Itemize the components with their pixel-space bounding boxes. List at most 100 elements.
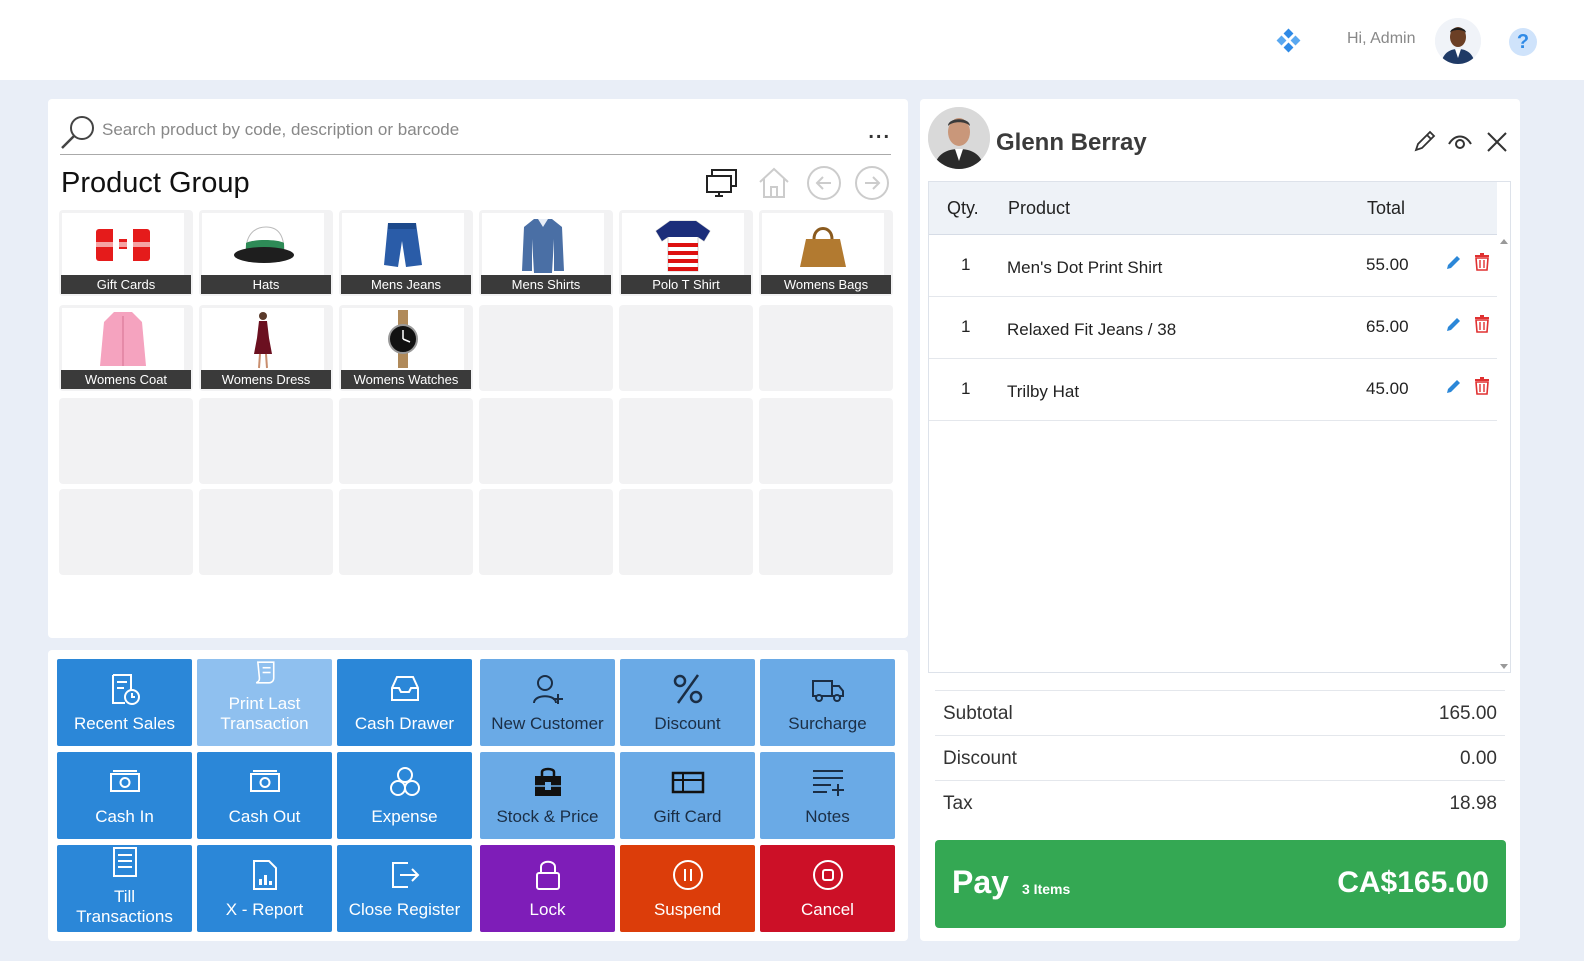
admin-avatar[interactable]	[1435, 18, 1481, 64]
delete-item-icon[interactable]	[1474, 314, 1490, 333]
column-header-total: Total	[1367, 198, 1406, 218]
tax-label: Tax	[943, 793, 973, 814]
cash-drawer-button[interactable]: Cash Drawer	[337, 659, 472, 746]
home-icon[interactable]	[756, 165, 792, 201]
product-group-tile[interactable]: Polo T Shirt	[619, 210, 753, 296]
pencil-icon[interactable]	[1411, 129, 1437, 155]
page-title: Product Group	[61, 167, 250, 199]
scrollbar[interactable]	[1497, 235, 1511, 673]
edit-item-icon[interactable]	[1445, 253, 1463, 271]
product-group-tile[interactable]: Womens Bags	[759, 210, 893, 296]
button-label: Transactions	[76, 907, 173, 926]
cart-table: Qty. Product Total 1 Men's Dot Print Shi…	[928, 181, 1511, 673]
subtotal-label: Subtotal	[943, 703, 1013, 724]
user-avatar-icon	[1435, 18, 1481, 64]
button-label: New Customer	[491, 714, 604, 733]
hat-icon	[234, 226, 294, 263]
edit-item-icon[interactable]	[1445, 315, 1463, 333]
button-label: X - Report	[225, 900, 304, 919]
notes-icon	[812, 770, 844, 796]
notes-button[interactable]: Notes	[760, 752, 895, 839]
print-last-transaction-button[interactable]: Print Last Transaction	[197, 659, 332, 746]
search-input[interactable]	[102, 119, 802, 141]
close-icon[interactable]	[1484, 129, 1510, 155]
empty-tile	[199, 398, 333, 484]
product-group-tile[interactable]: Womens Dress	[199, 305, 333, 391]
back-arrow-icon[interactable]	[806, 165, 842, 201]
till-transactions-button[interactable]: Till Transactions	[57, 845, 192, 932]
report-chart-icon	[252, 860, 277, 890]
stock-price-button[interactable]: Stock & Price	[480, 752, 615, 839]
x-report-button[interactable]: X - Report	[197, 845, 332, 932]
print-receipt-icon	[255, 661, 275, 684]
delete-item-icon[interactable]	[1474, 252, 1490, 271]
button-label: Stock & Price	[496, 807, 599, 826]
empty-tile	[59, 489, 193, 575]
cart-item-total: 65.00	[1366, 317, 1409, 336]
coins-icon	[389, 767, 420, 796]
empty-tile	[339, 489, 473, 575]
more-options-button[interactable]: ...	[868, 121, 891, 143]
surcharge-button[interactable]: Surcharge	[760, 659, 895, 746]
expense-button[interactable]: Expense	[337, 752, 472, 839]
tax-row: Tax 18.98	[935, 780, 1505, 825]
empty-tile	[479, 398, 613, 484]
subtotal-value: 165.00	[1438, 703, 1497, 724]
suspend-button[interactable]: Suspend	[620, 845, 755, 932]
button-label: Notes	[805, 807, 850, 826]
lock-button[interactable]: Lock	[480, 845, 615, 932]
close-register-button[interactable]: Close Register	[337, 845, 472, 932]
button-label: Lock	[529, 900, 566, 919]
recent-sales-button[interactable]: Recent Sales	[57, 659, 192, 746]
stop-icon	[812, 860, 843, 890]
gift-card-icon	[671, 771, 704, 794]
cart-item-qty: 1	[961, 317, 971, 336]
delete-item-icon[interactable]	[1474, 376, 1490, 395]
table-row[interactable]: 1 Trilby Hat 45.00	[929, 359, 1497, 421]
polo-shirt-icon	[655, 220, 711, 272]
tax-value: 18.98	[1449, 793, 1497, 814]
tile-label: Polo T Shirt	[621, 275, 751, 294]
column-header-product: Product	[1008, 198, 1071, 218]
empty-tile	[759, 398, 893, 484]
item-count: 3 Items	[1022, 881, 1071, 897]
eye-icon[interactable]	[1447, 129, 1473, 155]
product-group-tile[interactable]: Mens Jeans	[339, 210, 473, 296]
table-row[interactable]: 1 Relaxed Fit Jeans / 38 65.00	[929, 297, 1497, 359]
app-logo-icon	[1276, 28, 1301, 53]
button-label: Transaction	[220, 714, 309, 733]
cancel-button[interactable]: Cancel	[760, 845, 895, 932]
cart-panel: Glenn Berray Qty. Product Total 1 Men's …	[920, 99, 1520, 941]
edit-item-icon[interactable]	[1445, 377, 1463, 395]
product-group-toolbar	[704, 165, 894, 203]
document-list-icon	[112, 847, 137, 877]
product-group-tile[interactable]: Mens Shirts	[479, 210, 613, 296]
pause-icon	[672, 860, 703, 890]
help-icon[interactable]: ?	[1509, 28, 1537, 56]
discount-button[interactable]: Discount	[620, 659, 755, 746]
coat-icon	[100, 312, 146, 366]
monitor-icon[interactable]	[704, 165, 740, 201]
product-group-tile[interactable]: Hats	[199, 210, 333, 296]
cash-in-button[interactable]: Cash In	[57, 752, 192, 839]
empty-tile	[619, 489, 753, 575]
top-bar: Hi, Admin ?	[0, 0, 1584, 80]
product-group-tile[interactable]: Womens Coat	[59, 305, 193, 391]
cash-out-button[interactable]: Cash Out	[197, 752, 332, 839]
product-group-tile[interactable]: Womens Watches	[339, 305, 473, 391]
table-row[interactable]: 1 Men's Dot Print Shirt 55.00	[929, 235, 1497, 297]
new-customer-button[interactable]: New Customer	[480, 659, 615, 746]
receipt-clock-icon	[111, 674, 140, 705]
add-user-icon	[532, 675, 563, 704]
discount-row: Discount 0.00	[935, 735, 1505, 780]
tile-label: Womens Coat	[61, 370, 191, 389]
product-group-tile[interactable]: Gift Cards	[59, 210, 193, 296]
button-label: Cash Out	[228, 807, 301, 826]
tile-label: Womens Watches	[341, 370, 471, 389]
gift-card-button[interactable]: Gift Card	[620, 752, 755, 839]
button-label: Till	[113, 887, 136, 906]
customer-name: Glenn Berray	[996, 129, 1147, 156]
pay-button[interactable]: Pay 3 Items CA$165.00	[935, 840, 1506, 928]
forward-arrow-icon[interactable]	[854, 165, 890, 201]
button-label: Recent Sales	[73, 714, 176, 733]
